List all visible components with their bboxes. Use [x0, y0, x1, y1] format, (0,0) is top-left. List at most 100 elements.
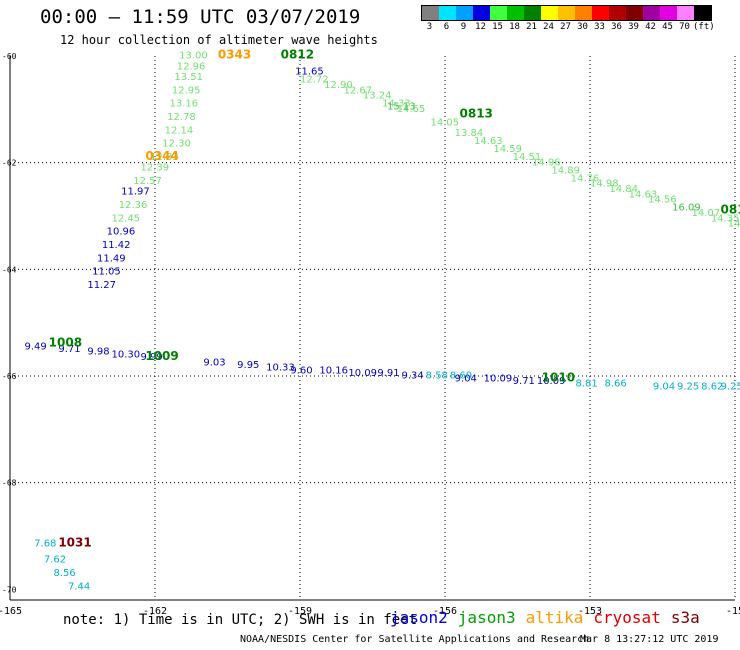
data-point-label: 13.51	[174, 72, 203, 83]
data-point-label: 8.60	[450, 371, 472, 382]
time-label: 1031	[58, 536, 91, 550]
legend-label: 18	[509, 22, 520, 32]
data-point-label: 10.33	[266, 363, 295, 374]
legend-swatch	[626, 6, 643, 20]
data-point-label: 10.96	[107, 227, 136, 238]
data-point-label: 9.25	[677, 381, 699, 392]
credit-text: NOAA/NESDIS Center for Satellite Applica…	[240, 634, 590, 645]
data-point-label: 8.58	[426, 371, 448, 382]
data-point-label: 11.97	[121, 187, 150, 198]
data-point-label: 12.90	[324, 80, 353, 91]
satellite-legend-jason2: jason2	[390, 608, 448, 627]
x-tick-label: -165	[0, 606, 22, 617]
satellite-legend-s3a: s3a	[670, 608, 700, 627]
legend-label: 3	[426, 22, 433, 32]
y-tick-label: -70	[2, 585, 17, 594]
data-point-label: 8.62	[701, 381, 723, 392]
data-point-label: 14.35	[711, 213, 740, 224]
legend-swatch	[592, 6, 609, 20]
x-tick-label: -162	[143, 606, 167, 617]
time-label: 081	[721, 202, 740, 216]
data-point-label: 14.33	[382, 99, 411, 110]
legend-label: 27	[560, 22, 571, 32]
data-point-label: 16.09	[672, 203, 701, 214]
data-point-label: 12.36	[119, 200, 148, 211]
data-point-label: 14.05	[431, 117, 460, 128]
x-tick-label: -156	[433, 606, 457, 617]
time-label: 0344	[145, 149, 178, 163]
data-point-label: 11.49	[97, 253, 126, 264]
data-point-label: 14.31	[728, 219, 740, 230]
data-point-label: 14.51	[513, 152, 542, 163]
data-point-label: 12.33	[150, 152, 179, 163]
legend-label: 33	[594, 22, 605, 32]
x-tick-label: -159	[288, 606, 312, 617]
legend-label: 24	[543, 22, 554, 32]
legend-swatch	[609, 6, 626, 20]
time-label: 1009	[145, 349, 178, 363]
data-point-label: 14.59	[493, 144, 522, 155]
legend-swatch	[439, 6, 456, 20]
data-point-label: 9.98	[87, 347, 109, 358]
data-point-label: 12.45	[112, 213, 141, 224]
data-point-label: 13.00	[179, 51, 208, 62]
data-point-label: 9.60	[290, 365, 312, 376]
satellite-legend-jason3: jason3	[457, 608, 516, 627]
data-point-label: 7.44	[68, 581, 90, 592]
data-point-label: 11.65	[295, 67, 324, 78]
data-point-label: 14.07	[692, 208, 721, 219]
legend-label: 36	[611, 22, 622, 32]
legend-swatch	[677, 6, 694, 20]
data-point-label: 11.27	[87, 280, 116, 291]
data-point-label: 9.71	[58, 344, 80, 355]
data-point-label: 14.96	[532, 157, 561, 168]
satellite-legend: jason2 jason3 altika cryosat s3a	[390, 608, 710, 627]
data-point-label: 9.71	[513, 376, 535, 387]
data-point-label: 14.63	[474, 136, 503, 147]
legend-label: 15	[492, 22, 503, 32]
data-point-label: 9.95	[237, 360, 259, 371]
color-scale-legend	[421, 5, 712, 21]
data-point-label: 12.57	[133, 176, 162, 187]
data-point-label: 10.09	[537, 376, 566, 387]
legend-label: 42	[645, 22, 656, 32]
legend-label: (ft)	[693, 22, 715, 32]
data-point-label: 14.89	[551, 165, 580, 176]
legend-swatch	[660, 6, 677, 20]
time-label: 0812	[281, 48, 314, 62]
note-text: note: 1) Time is in UTC; 2) SWH is in fe…	[63, 612, 418, 628]
x-tick-label: -153	[578, 606, 602, 617]
data-point-label: 8.66	[605, 379, 627, 390]
data-point-label: 8.56	[54, 568, 76, 579]
data-point-label: 12.14	[165, 125, 194, 136]
time-label: 0813	[460, 106, 493, 120]
legend-swatch	[643, 6, 660, 20]
data-point-label: 10.09	[484, 373, 513, 384]
legend-swatch	[473, 6, 490, 20]
data-point-label: 9.04	[653, 381, 675, 392]
time-label: 1008	[49, 336, 82, 350]
data-point-label: 12.72	[300, 75, 329, 86]
legend-label: 21	[526, 22, 537, 32]
legend-swatch	[558, 6, 575, 20]
time-label: 0343	[218, 48, 251, 62]
data-point-label: 9.34	[402, 371, 424, 382]
legend-label: 70	[679, 22, 690, 32]
data-point-label: 14.84	[609, 184, 638, 195]
data-point-label: 9.91	[377, 368, 399, 379]
data-point-label: 9.99	[141, 352, 163, 363]
data-point-label: 15.13	[387, 101, 416, 112]
data-point-label: 9.49	[25, 341, 47, 352]
data-point-label: 9.03	[203, 357, 225, 368]
legend-label: 45	[662, 22, 673, 32]
legend-swatch	[694, 6, 711, 20]
legend-swatch	[490, 6, 507, 20]
data-point-label: 12.39	[141, 163, 170, 174]
data-point-label: 11.42	[102, 240, 131, 251]
data-point-label: 7.68	[34, 539, 56, 550]
satellite-legend-cryosat: cryosat	[593, 608, 661, 627]
chart-subtitle: 12 hour collection of altimeter wave hei…	[60, 33, 378, 47]
legend-swatch	[524, 6, 541, 20]
credit-date: Mar 8 13:27:12 UTC 2019	[580, 634, 719, 645]
